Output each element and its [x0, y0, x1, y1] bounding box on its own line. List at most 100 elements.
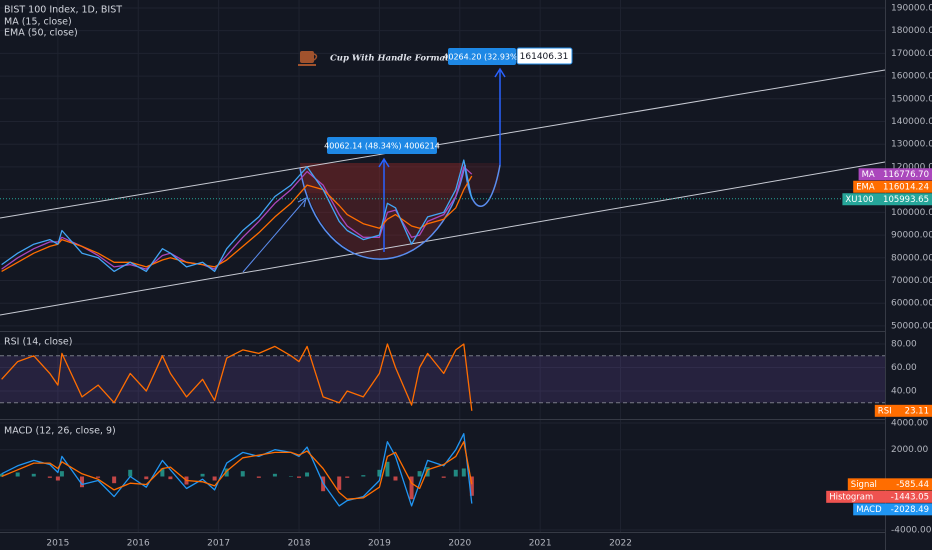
badge-name: Histogram — [829, 492, 873, 502]
chart-title: BIST 100 Index, 1D, BIST — [4, 5, 122, 16]
arrow-head — [494, 67, 506, 78]
x-tick-label: 2021 — [529, 539, 552, 549]
x-tick-label: 2022 — [609, 539, 632, 549]
arrow-head — [297, 197, 307, 208]
cup-curve — [299, 164, 466, 260]
histogram-bar — [337, 476, 342, 490]
cup-icon-handle — [313, 53, 318, 61]
histogram-bar — [128, 469, 133, 477]
series-line — [1, 441, 473, 500]
badge-name: MACD — [856, 505, 882, 515]
y-tick-label: 180000.00 — [891, 26, 932, 36]
y-tick-label: 150000.00 — [891, 94, 932, 104]
handle-curve — [464, 164, 501, 207]
badge-value: -1443.05 — [891, 492, 929, 502]
grid — [0, 0, 885, 532]
histogram-bar — [425, 467, 430, 477]
indicator-legend: MA (15, close) — [4, 17, 72, 28]
cup-icon — [300, 51, 314, 63]
badge-value: 116014.24 — [883, 182, 929, 192]
value-badge — [853, 180, 932, 193]
histogram-bar — [393, 476, 398, 481]
badge-value: 116776.70 — [883, 170, 929, 180]
y-tick-label: 80000.00 — [891, 253, 932, 263]
y-tick-label: 160000.00 — [891, 72, 932, 82]
histogram-bar — [256, 476, 261, 478]
y-tick-label: 70000.00 — [891, 276, 932, 286]
measure-box — [327, 137, 437, 154]
x-tick-label: 2017 — [207, 539, 230, 549]
value-badge — [874, 404, 932, 417]
histogram-bar — [345, 476, 350, 478]
measure-label: 40264.20 (32.93%) — [443, 53, 520, 62]
histogram-bar — [409, 476, 414, 500]
cup-icon-saucer — [298, 64, 316, 66]
histogram-bar — [47, 476, 52, 478]
pattern-label: Cup With Handle Formation — [330, 54, 464, 64]
value-badge — [853, 503, 932, 516]
y-tick-label: 80.00 — [891, 340, 917, 350]
histogram-bar — [79, 476, 84, 488]
histogram-bar — [385, 461, 390, 477]
histogram-bar — [469, 476, 474, 496]
histogram-bar — [272, 473, 277, 477]
series-line — [1, 175, 473, 272]
badge-value: 23.11 — [905, 406, 929, 416]
badge-name: RSI — [878, 406, 892, 416]
histogram-bar — [212, 476, 217, 481]
histogram-bar — [112, 476, 117, 484]
macd-title: MACD (12, 26, close, 9) — [4, 426, 116, 437]
badge-value: -585.44 — [896, 480, 929, 490]
measure-box — [448, 48, 516, 65]
y-tick-label: 140000.00 — [891, 117, 932, 127]
measure-label: 40062.14 (48.34%) 4006214 — [324, 142, 440, 151]
x-tick-label: 2018 — [288, 539, 311, 549]
histogram-bar — [144, 476, 149, 480]
badge-value: -2028.49 — [891, 505, 929, 515]
trend-arrow — [242, 199, 306, 273]
histogram-bar — [305, 472, 310, 477]
series-line — [1, 159, 473, 273]
histogram-bar — [55, 476, 60, 481]
x-tick-label: 2019 — [368, 539, 391, 549]
y-tick-label: 130000.00 — [891, 140, 932, 150]
channel-lower — [0, 161, 886, 316]
y-tick-label: 40.00 — [891, 386, 917, 396]
histogram-bar — [361, 475, 366, 477]
y-tick-label: 60000.00 — [891, 299, 932, 309]
y-tick-label: 60.00 — [891, 363, 917, 373]
histogram-bar — [461, 468, 466, 477]
value-badge — [847, 478, 932, 491]
histogram-bar — [160, 468, 165, 477]
badge-value: 105993.65 — [883, 195, 929, 205]
value-badge — [842, 193, 932, 206]
badge-name: Signal — [851, 480, 877, 490]
y-tick-label: 120000.00 — [891, 162, 932, 172]
histogram-bar — [96, 476, 101, 478]
histogram-bar — [200, 473, 205, 477]
histogram-bar — [168, 476, 173, 480]
x-tick-label: 2016 — [127, 539, 150, 549]
histogram-bar — [417, 471, 422, 477]
arrow-head — [378, 157, 390, 168]
indicator-legend: EMA (50, close) — [4, 28, 78, 39]
histogram-bar — [59, 471, 64, 477]
drawings — [0, 67, 886, 316]
badge-name: EMA — [856, 182, 875, 192]
cup-fill — [300, 163, 465, 259]
target-label: 161406.31 — [520, 52, 569, 62]
y-tick-label: 170000.00 — [891, 49, 932, 59]
value-badge — [858, 168, 932, 181]
x-tick-label: 2015 — [46, 539, 69, 549]
y-tick-label: -4000.00 — [891, 525, 932, 535]
histogram-bar — [31, 473, 36, 477]
histogram-bar — [297, 476, 302, 478]
histogram-bar — [0, 473, 4, 477]
y-tick-label: 90000.00 — [891, 231, 932, 241]
series-line — [1, 343, 473, 411]
y-tick-label: 190000.00 — [891, 3, 932, 13]
y-tick-label: 2000.00 — [891, 445, 928, 455]
value-badge — [826, 490, 932, 503]
